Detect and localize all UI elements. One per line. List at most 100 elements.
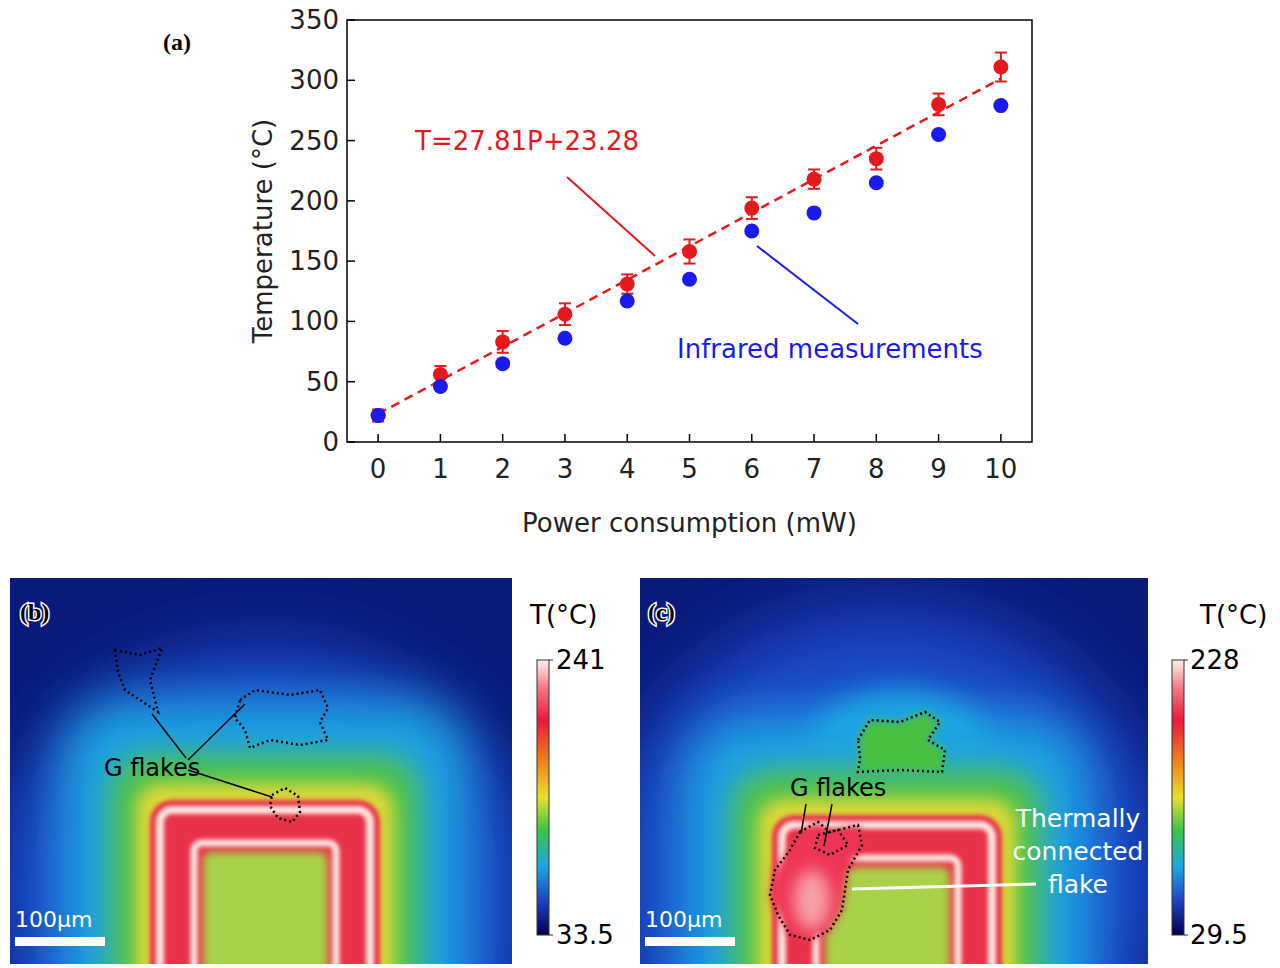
y-tick-label: 100 — [289, 306, 339, 336]
heater-line — [194, 843, 336, 964]
annotation-line: flake — [1048, 870, 1108, 899]
leader-line — [801, 804, 806, 834]
leader-line — [852, 884, 1036, 889]
colorbar-tick — [1184, 660, 1188, 661]
y-tick-label: 150 — [289, 246, 339, 276]
x-tick — [751, 434, 753, 442]
y-tick — [347, 200, 355, 202]
point — [557, 331, 572, 346]
colorbar-tick — [549, 660, 553, 661]
error-cap — [621, 273, 633, 275]
error-cap — [746, 218, 758, 220]
colorbar — [1172, 660, 1184, 935]
y-tick-label: 250 — [289, 126, 339, 156]
y-tick — [347, 260, 355, 262]
leader-line — [757, 246, 858, 324]
series-label: Infrared measurements — [677, 334, 983, 364]
point — [620, 277, 635, 292]
x-tick-label: 3 — [557, 454, 574, 484]
error-cap — [995, 80, 1007, 82]
error-cap — [434, 365, 446, 367]
x-tick — [938, 434, 940, 442]
annotation: G flakes — [104, 754, 200, 782]
error-cap — [870, 147, 882, 149]
fit-line — [378, 79, 1001, 414]
flake-outline — [858, 712, 945, 772]
colorbar-title: T(°C) — [529, 600, 597, 630]
y-tick-label: 300 — [289, 65, 339, 95]
point — [371, 408, 386, 423]
y-tick — [347, 19, 355, 21]
point — [807, 205, 822, 220]
y-tick — [347, 80, 355, 82]
glow-blue — [10, 650, 512, 964]
colorbar-tick-label: 29.5 — [1190, 920, 1248, 950]
leader-line — [188, 770, 272, 797]
point — [495, 334, 510, 349]
flake-outline — [115, 648, 162, 712]
x-tick — [440, 434, 442, 442]
leader-line — [567, 177, 655, 256]
scale-bar — [15, 937, 105, 946]
y-tick — [347, 441, 355, 443]
point — [744, 201, 759, 216]
heater-inside — [203, 852, 328, 964]
x-tick — [813, 434, 815, 442]
thermal-image: G flakes 100μm — [10, 578, 512, 964]
y-tick — [347, 140, 355, 142]
fit-label: T=27.81P+23.28 — [414, 126, 639, 156]
y-tick — [347, 321, 355, 323]
marks — [371, 53, 1009, 423]
error-cap — [559, 302, 571, 304]
point — [744, 224, 759, 239]
y-tick-label: 350 — [289, 5, 339, 35]
error-cap — [870, 169, 882, 171]
point — [557, 307, 572, 322]
annotation-line: connected — [1013, 837, 1144, 866]
figure: (a)012345678910050100150200250300350Powe… — [0, 0, 1280, 968]
error-cap — [746, 196, 758, 198]
flake-hot-spot — [794, 870, 830, 930]
annotation: G flakes — [790, 774, 886, 802]
panel-label: (b) — [20, 599, 49, 625]
x-tick-label: 10 — [984, 454, 1017, 484]
point — [869, 151, 884, 166]
flake-outline — [770, 822, 862, 940]
leader-line — [188, 704, 245, 760]
x-tick — [564, 434, 566, 442]
point — [931, 97, 946, 112]
x-tick-label: 5 — [681, 454, 698, 484]
x-tick-label: 1 — [432, 454, 449, 484]
colorbar — [537, 660, 549, 935]
point — [993, 60, 1008, 75]
scale-bar-label: 100μm — [15, 907, 92, 932]
x-tick-label: 8 — [868, 454, 885, 484]
thermal-image: G flakesThermallyconnectedflake100μm — [640, 578, 1148, 964]
flake-outline — [235, 690, 328, 748]
error-cap — [995, 52, 1007, 54]
y-tick-label: 200 — [289, 186, 339, 216]
flake-outline — [270, 788, 300, 822]
point — [993, 98, 1008, 113]
y-axis-title: Temperature (°C) — [248, 119, 278, 344]
error-cap — [808, 188, 820, 190]
panel-label: (c) — [648, 599, 675, 625]
error-cap — [684, 238, 696, 240]
colorbar-tick — [1184, 935, 1188, 936]
leader-line — [152, 714, 186, 758]
y-tick-label: 50 — [306, 367, 339, 397]
leader-line — [824, 804, 832, 846]
point — [371, 408, 386, 423]
x-tick — [377, 434, 379, 442]
point — [620, 293, 635, 308]
x-tick-label: 7 — [806, 454, 823, 484]
error-cap — [933, 93, 945, 95]
point — [869, 175, 884, 190]
point — [931, 127, 946, 142]
colorbar-title: T(°C) — [1199, 600, 1267, 630]
point — [682, 272, 697, 287]
error-cap — [497, 330, 509, 332]
error-cap — [808, 169, 820, 171]
x-tick — [689, 434, 691, 442]
flake-heat — [770, 822, 862, 940]
